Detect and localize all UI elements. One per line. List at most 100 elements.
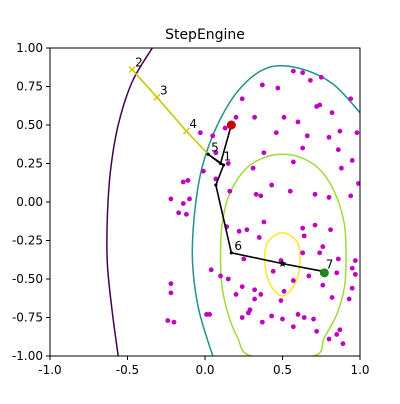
scatter-point-7 xyxy=(312,191,318,197)
scatter-point-12 xyxy=(349,158,355,163)
scatter-point-76 xyxy=(278,298,284,303)
scatter-point-90 xyxy=(171,319,177,325)
scatter-point-104 xyxy=(346,296,352,302)
contour-line-3 xyxy=(219,153,347,356)
scatter-point-4 xyxy=(253,191,259,197)
scatter-point-45 xyxy=(176,210,182,216)
x-tick-label: -0.5 xyxy=(116,363,139,377)
scatter-point-41 xyxy=(185,178,191,183)
scatter-layer xyxy=(165,68,360,347)
scatter-point-3 xyxy=(250,165,256,171)
scatter-point-40 xyxy=(201,168,206,174)
scatter-point-34 xyxy=(239,96,245,102)
optimizer-vertex-3 xyxy=(206,152,210,156)
scatter-point-16 xyxy=(295,119,301,125)
scatter-point-59 xyxy=(300,225,306,231)
scatter-point-39 xyxy=(197,130,203,136)
y-tick-label: -0.75 xyxy=(12,311,43,325)
scatter-point-69 xyxy=(349,265,355,271)
y-tick-label: -1.00 xyxy=(12,349,43,363)
scatter-point-106 xyxy=(311,316,316,322)
scatter-point-42 xyxy=(180,179,186,185)
scatter-point-47 xyxy=(184,211,189,217)
scatter-point-73 xyxy=(306,273,312,279)
scatter-point-82 xyxy=(252,287,257,293)
scatter-point-85 xyxy=(225,276,231,282)
scatter-point-83 xyxy=(239,284,245,290)
start-point-marker xyxy=(226,120,236,130)
scatter-point-54 xyxy=(256,235,262,240)
scatter-point-65 xyxy=(317,250,323,256)
step-marker-1 xyxy=(128,66,136,74)
scatter-point-87 xyxy=(208,267,214,273)
scatter-point-71 xyxy=(329,295,335,300)
step-marker-2 xyxy=(153,93,161,101)
scatter-point-38 xyxy=(252,114,257,120)
scatter-point-68 xyxy=(352,258,358,263)
scatter-point-61 xyxy=(328,227,333,233)
scatter-point-67 xyxy=(334,270,340,276)
scatter-point-95 xyxy=(246,310,251,316)
scatter-point-24 xyxy=(317,102,323,108)
contour-line-1 xyxy=(106,48,153,356)
scatter-point-75 xyxy=(281,288,287,294)
scatter-point-35 xyxy=(233,114,239,120)
scatter-point-101 xyxy=(337,327,343,333)
scatter-point-81 xyxy=(252,296,257,302)
scatter-point-56 xyxy=(241,256,247,262)
scatter-point-94 xyxy=(239,315,245,320)
x-tick-label: 1.0 xyxy=(350,363,369,377)
scatter-point-70 xyxy=(349,285,355,291)
scatter-point-9 xyxy=(348,193,354,199)
optimizer-vertex-6 xyxy=(229,251,233,255)
scatter-point-102 xyxy=(340,341,346,347)
scatter-point-31 xyxy=(318,74,324,80)
scatter-point-97 xyxy=(290,324,296,330)
scatter-point-77 xyxy=(280,316,285,322)
scatter-point-58 xyxy=(270,268,276,274)
y-tick-label: 0.75 xyxy=(16,80,43,94)
scatter-point-86 xyxy=(218,273,223,279)
x-tick-label: 0.5 xyxy=(273,363,292,377)
scatter-point-28 xyxy=(348,96,354,102)
path-layer xyxy=(128,66,329,278)
scatter-point-63 xyxy=(301,233,307,239)
scatter-point-105 xyxy=(334,332,340,337)
scatter-point-8 xyxy=(326,194,332,200)
scatter-point-13 xyxy=(335,147,341,153)
scatter-point-78 xyxy=(269,313,275,319)
scatter-point-93 xyxy=(168,281,174,287)
axes-layer: -1.0 -0.5 0.0 0.5 1.0 1.00 0.75 0.50 0.25 0.00 -0.… xyxy=(12,41,370,377)
step-path-line xyxy=(131,69,209,155)
contour-layer xyxy=(106,48,360,356)
scatter-point-55 xyxy=(258,193,264,199)
scatter-point-23 xyxy=(308,77,313,83)
scatter-point-60 xyxy=(312,222,318,228)
optimizer-vertex-2 xyxy=(218,161,223,166)
scatter-point-89 xyxy=(207,312,213,317)
point-label-layer: 2 3 451 6 7 xyxy=(135,56,333,272)
y-tick-label: -0.50 xyxy=(12,272,43,286)
step-label-4: 4 xyxy=(189,117,197,131)
scatter-point-91 xyxy=(165,318,171,323)
step-label-5: 5 xyxy=(211,140,219,154)
scatter-point-21 xyxy=(300,145,306,151)
scatter-point-25 xyxy=(329,110,335,116)
scatter-point-43 xyxy=(187,196,192,202)
scatter-point-1 xyxy=(213,150,219,156)
optimizer-label-1: 1 xyxy=(224,150,232,164)
scatter-point-32 xyxy=(275,85,281,91)
scatter-point-98 xyxy=(295,312,301,317)
scatter-point-29 xyxy=(300,70,306,76)
scatter-point-44 xyxy=(180,201,186,206)
contour-line-4 xyxy=(264,232,301,297)
scatter-point-30 xyxy=(290,68,296,74)
scatter-point-92 xyxy=(168,290,174,296)
y-tick-label: -0.25 xyxy=(12,234,43,248)
scatter-point-103 xyxy=(352,271,358,277)
y-tick-label: 1.00 xyxy=(16,41,43,55)
scatter-point-64 xyxy=(300,250,306,256)
